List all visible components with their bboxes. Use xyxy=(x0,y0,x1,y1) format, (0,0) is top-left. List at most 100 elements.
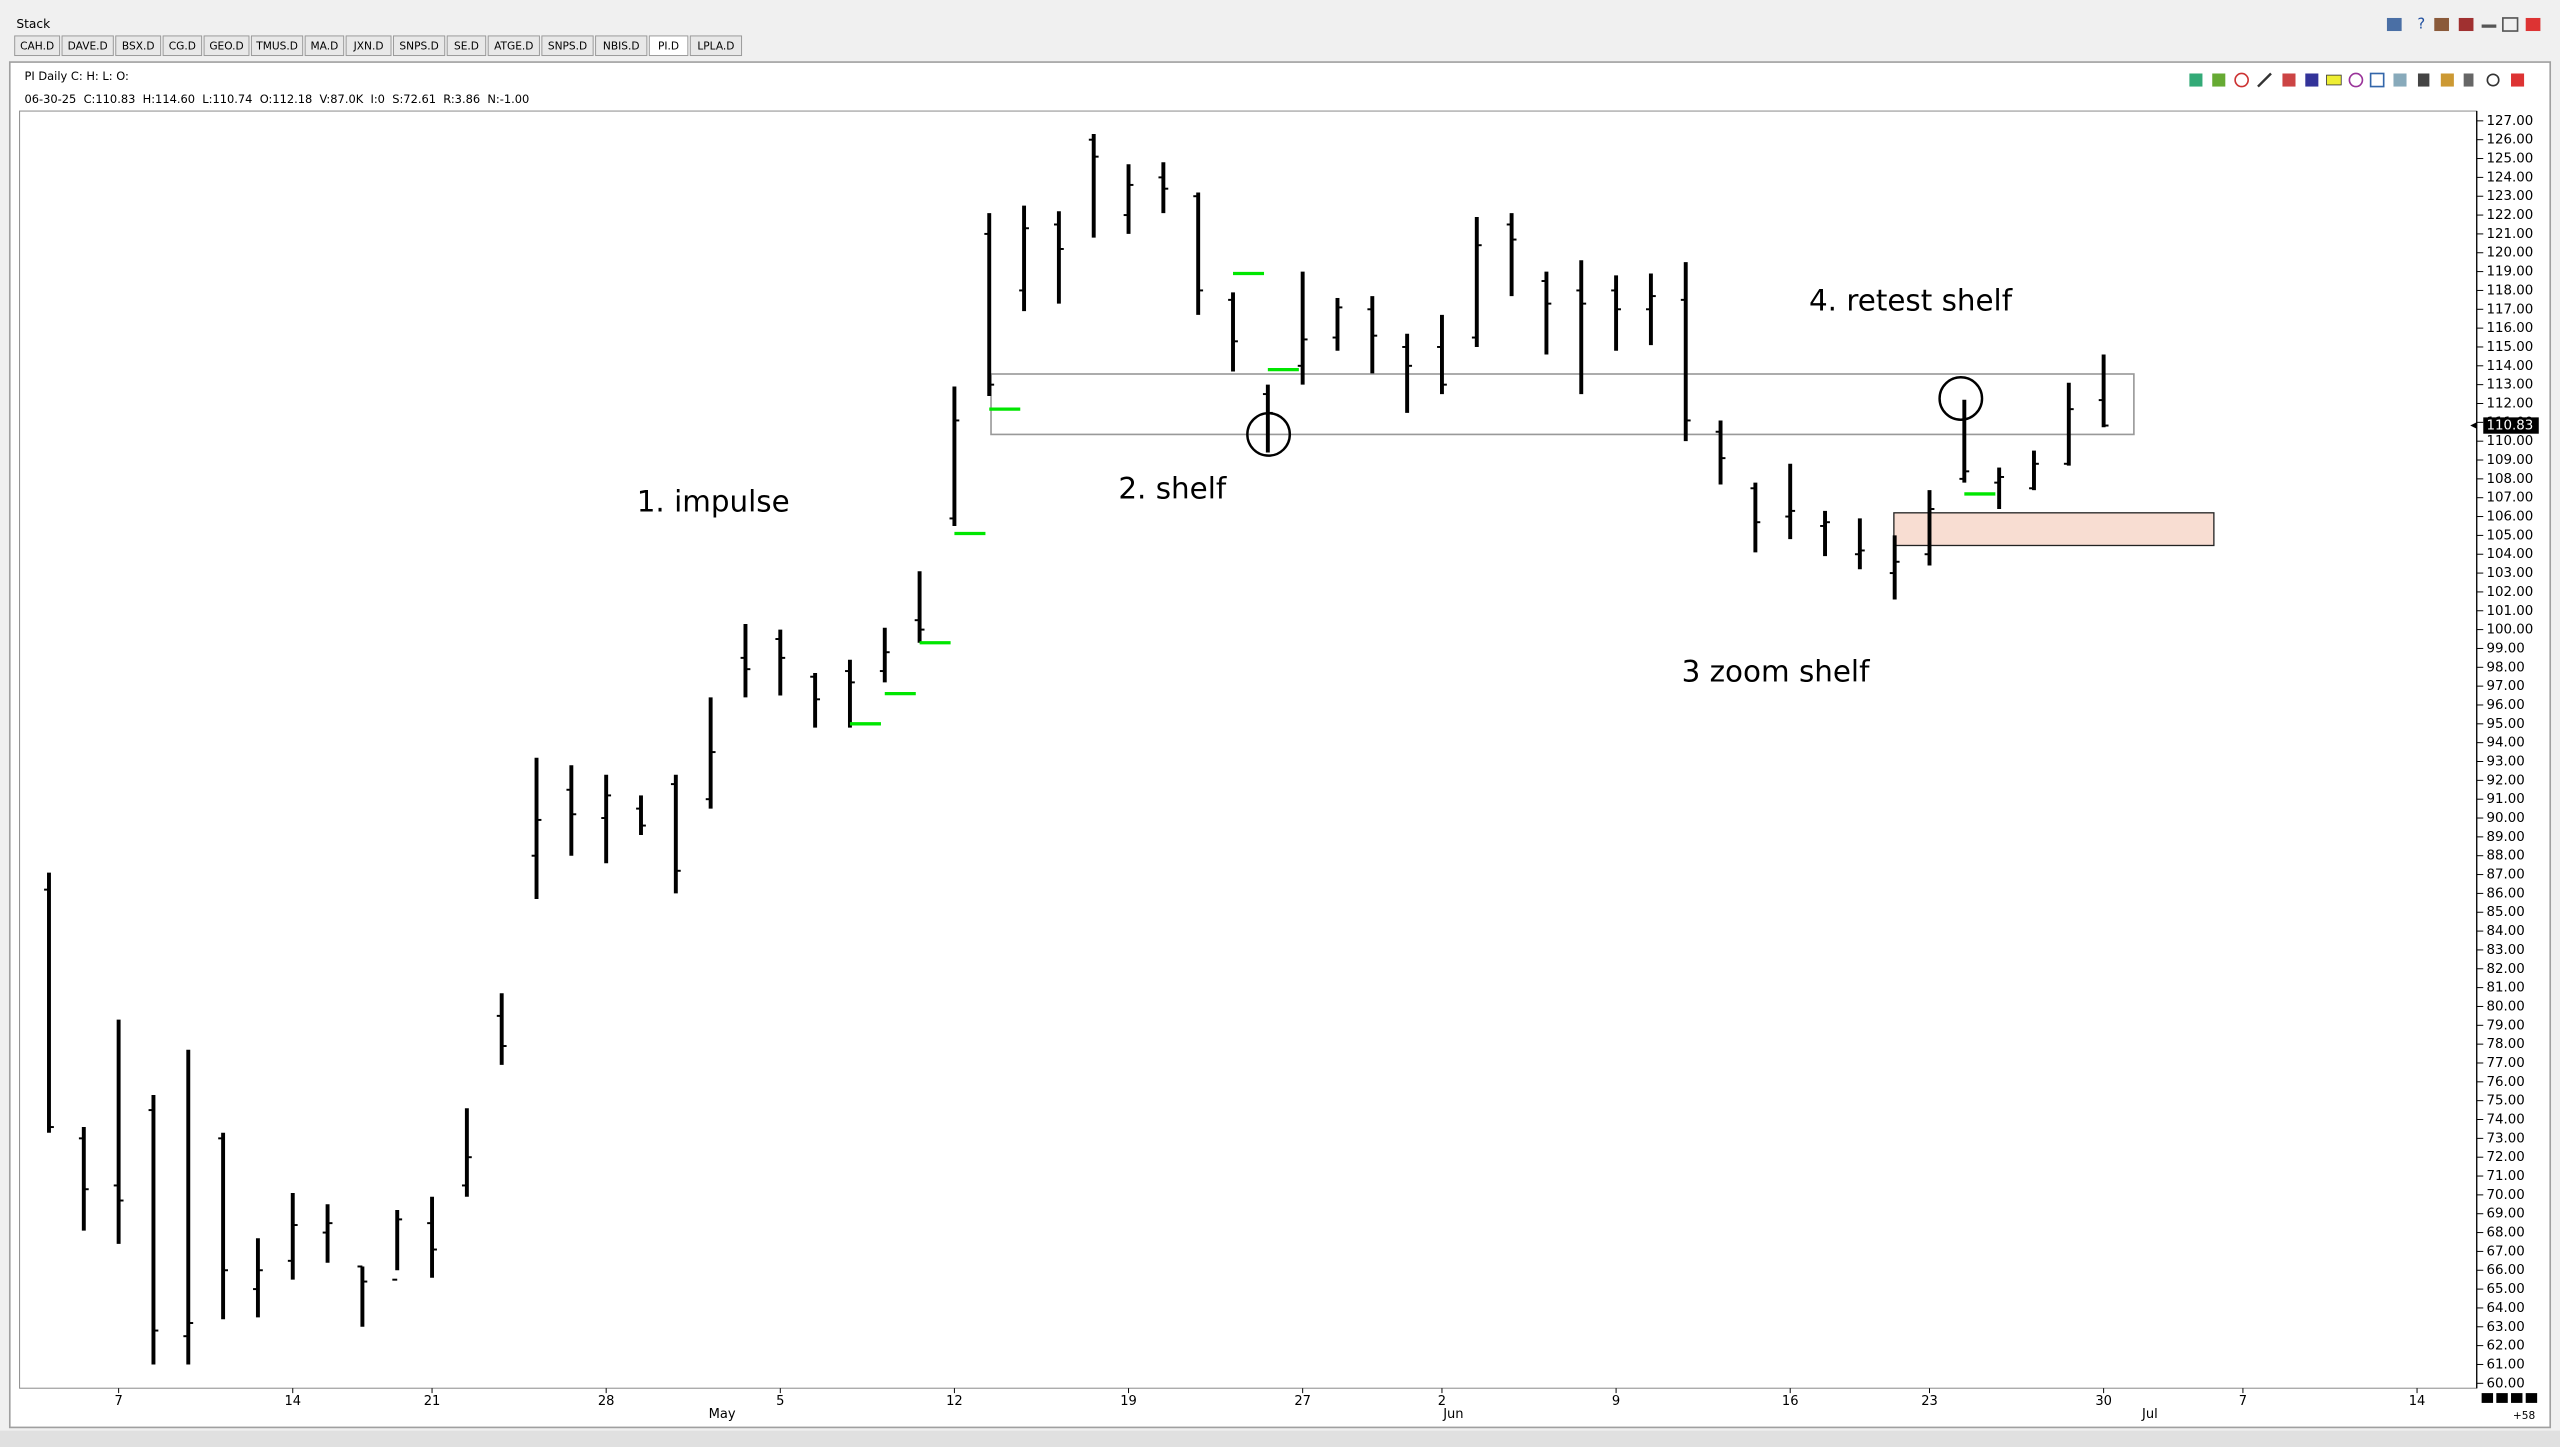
tab[interactable] xyxy=(541,35,594,57)
y-tick-label: 97.00 xyxy=(2487,679,2525,694)
x-tick-label: 19 xyxy=(1120,1394,1137,1409)
plot-area xyxy=(19,110,2478,1389)
tool-icon[interactable] xyxy=(2348,72,2364,88)
tool-icon[interactable] xyxy=(2234,72,2249,88)
y-tick-label: 102.00 xyxy=(2487,585,2534,600)
tool-icon[interactable] xyxy=(2369,72,2385,88)
tab-label: SE.D xyxy=(454,40,479,53)
month-label: May xyxy=(709,1407,736,1422)
control-icon[interactable] xyxy=(2386,17,2402,32)
corner-square[interactable] xyxy=(2525,1393,2538,1403)
y-tick-label: 103.00 xyxy=(2487,566,2534,581)
x-tick-label: 21 xyxy=(424,1394,441,1409)
close-button[interactable] xyxy=(2525,17,2541,32)
tool-icon[interactable] xyxy=(2282,73,2296,87)
tool-icon[interactable] xyxy=(2212,73,2226,87)
x-tick-label: 2 xyxy=(1438,1394,1446,1409)
tab-label: BSX.D xyxy=(122,40,155,53)
help-icon[interactable]: ? xyxy=(2417,15,2425,32)
tab[interactable] xyxy=(689,35,743,57)
y-tick-label: 105.00 xyxy=(2487,528,2534,543)
tab-label: LPLA.D xyxy=(697,40,734,53)
y-tick-label: 125.00 xyxy=(2487,152,2534,167)
info-line: 06-30-25 C:110.83 H:114.60 L:110.74 O:11… xyxy=(24,92,529,106)
tool-icon[interactable] xyxy=(2486,73,2500,87)
last-price-label: 110.83 xyxy=(2487,419,2534,434)
tool-icon[interactable] xyxy=(2326,74,2342,86)
tab-label: NBIS.D xyxy=(603,40,640,53)
y-tick-label: 93.00 xyxy=(2487,755,2525,770)
y-tick-label: 63.00 xyxy=(2487,1320,2525,1335)
corner-square[interactable] xyxy=(2481,1393,2494,1403)
tab[interactable] xyxy=(648,35,689,57)
y-tick-label: 110.00 xyxy=(2487,434,2534,449)
y-tick-label: 92.00 xyxy=(2487,773,2525,788)
y-tick-label: 79.00 xyxy=(2487,1018,2525,1033)
y-tick-label: 86.00 xyxy=(2487,886,2525,901)
y-tick-label: 123.00 xyxy=(2487,189,2534,204)
zoom-shelf-box xyxy=(1893,512,2215,547)
tool-icon[interactable] xyxy=(2305,73,2319,87)
y-tick-label: 124.00 xyxy=(2487,170,2534,185)
corner-square[interactable] xyxy=(2496,1393,2508,1403)
y-tick-label: 70.00 xyxy=(2487,1188,2525,1203)
tool-icon[interactable] xyxy=(2511,73,2525,87)
tab[interactable] xyxy=(61,35,114,57)
y-tick-label: 60.00 xyxy=(2487,1376,2525,1391)
tab[interactable] xyxy=(203,35,250,57)
y-tick-label: 127.00 xyxy=(2487,114,2534,129)
window-title: Stack xyxy=(16,17,51,31)
tool-icon[interactable] xyxy=(2440,73,2454,87)
annotation: 2. shelf xyxy=(1118,471,1227,505)
y-tick-label: 75.00 xyxy=(2487,1094,2525,1109)
tab-label: JXN.D xyxy=(353,40,384,53)
y-tick-label: 99.00 xyxy=(2487,641,2525,656)
x-tick-label: 9 xyxy=(1612,1394,1620,1409)
control-icon[interactable] xyxy=(2458,17,2474,32)
y-tick-label: 71.00 xyxy=(2487,1169,2525,1184)
x-tick-label: 12 xyxy=(946,1394,963,1409)
y-tick-label: 61.00 xyxy=(2487,1357,2525,1372)
y-tick-label: 83.00 xyxy=(2487,943,2525,958)
chart-title: PI Daily C: H: L: O: xyxy=(24,69,128,83)
status-strip xyxy=(0,1430,2560,1447)
tab[interactable] xyxy=(595,35,648,57)
y-tick-label: 62.00 xyxy=(2487,1339,2525,1354)
restore-button[interactable] xyxy=(2502,17,2519,32)
tab[interactable] xyxy=(304,35,345,57)
x-tick-label: 5 xyxy=(776,1394,784,1409)
y-tick-label: 119.00 xyxy=(2487,265,2534,280)
highlight-circle xyxy=(1938,376,1984,421)
y-tick-label: 90.00 xyxy=(2487,811,2525,826)
month-label: Jul xyxy=(2141,1407,2158,1422)
corner-square[interactable] xyxy=(2511,1393,2523,1403)
tab[interactable] xyxy=(392,35,446,57)
minimize-button[interactable] xyxy=(2481,24,2497,28)
tool-icon[interactable] xyxy=(2257,72,2272,88)
y-tick-label: 120.00 xyxy=(2487,246,2534,261)
tab[interactable] xyxy=(250,35,304,57)
tab-label: PI.D xyxy=(658,40,679,53)
y-tick-label: 67.00 xyxy=(2487,1244,2525,1259)
x-tick-label: 23 xyxy=(1921,1394,1938,1409)
tab[interactable] xyxy=(345,35,392,57)
y-tick-label: 126.00 xyxy=(2487,133,2534,148)
last-price-box xyxy=(2483,417,2539,434)
tab[interactable] xyxy=(487,35,540,57)
y-tick-label: 85.00 xyxy=(2487,905,2525,920)
tab[interactable] xyxy=(115,35,162,57)
y-tick-label: 112.00 xyxy=(2487,396,2534,411)
tool-icon[interactable] xyxy=(2417,73,2430,87)
tool-icon[interactable] xyxy=(2189,73,2203,87)
tool-icon[interactable] xyxy=(2463,73,2474,87)
x-tick-label: 28 xyxy=(598,1394,615,1409)
y-tick-label: 118.00 xyxy=(2487,283,2534,298)
control-icon[interactable] xyxy=(2434,17,2449,32)
tab[interactable] xyxy=(446,35,487,57)
tab[interactable] xyxy=(14,35,61,57)
tool-icon[interactable] xyxy=(2393,73,2407,87)
tab[interactable] xyxy=(162,35,203,57)
month-label: Jun xyxy=(1442,1407,1463,1422)
y-tick-label: 73.00 xyxy=(2487,1131,2525,1146)
x-tick-label: 16 xyxy=(1782,1394,1799,1409)
